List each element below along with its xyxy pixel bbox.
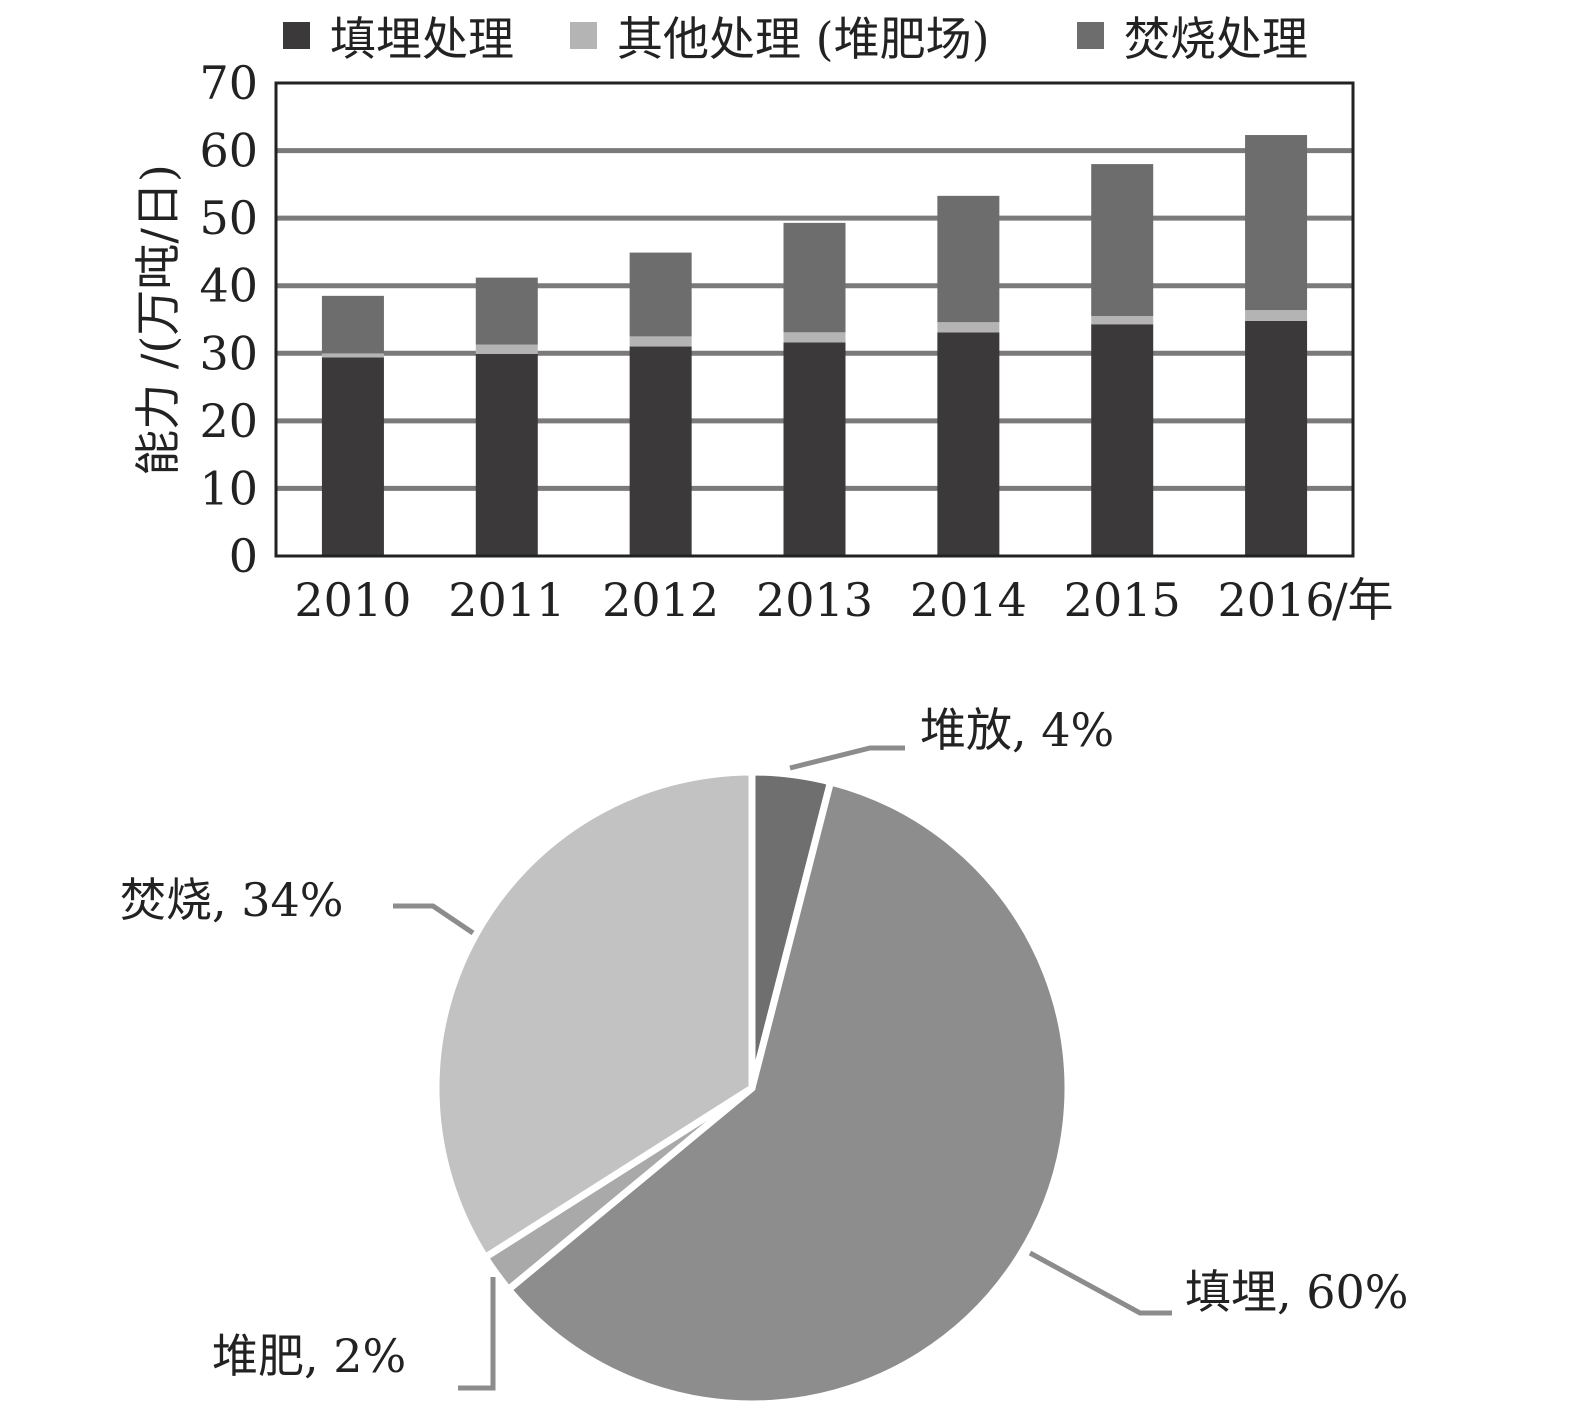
y-tick-label: 60 bbox=[199, 124, 258, 178]
x-tick-label: 2015 bbox=[1064, 573, 1181, 627]
y-tick-label: 40 bbox=[199, 259, 258, 313]
bars bbox=[321, 135, 1308, 556]
x-tick-label: 2010 bbox=[294, 573, 411, 627]
bar-segment-2010-s2 bbox=[321, 295, 384, 354]
pie-label-pile: 堆放, 4% bbox=[920, 703, 1114, 757]
bar-segment-2011-s2 bbox=[475, 277, 538, 345]
pie-label-compost: 堆肥, 2% bbox=[212, 1329, 406, 1383]
legend-label-landfill: 填埋处理 bbox=[330, 12, 514, 66]
leader-line-landfill bbox=[1028, 1250, 1172, 1316]
x-tick-label: 2016 bbox=[1218, 573, 1335, 627]
legend-swatch-incineration bbox=[1077, 22, 1104, 49]
bar-segment-2010-s1 bbox=[321, 353, 384, 358]
y-tick-label: 30 bbox=[199, 326, 258, 380]
y-axis-label: 能力 /(万吨/日) bbox=[131, 164, 185, 476]
bar-segment-2014-s0 bbox=[937, 332, 1000, 556]
pie-chart: 堆放, 4% 填埋, 60% 堆肥, 2% 焚烧, 34% bbox=[120, 703, 1409, 1408]
x-axis-unit-label: /年 bbox=[1332, 573, 1394, 627]
x-tick-label: 2011 bbox=[448, 573, 565, 627]
bar-segment-2016-s1 bbox=[1245, 310, 1308, 321]
x-tick-label: 2012 bbox=[602, 573, 719, 627]
bar-segment-2016-s0 bbox=[1245, 320, 1308, 556]
plot-frame bbox=[274, 81, 1355, 558]
legend-swatch-landfill bbox=[283, 22, 310, 49]
y-tick-label: 70 bbox=[199, 56, 258, 110]
bar-segment-2013-s1 bbox=[783, 332, 846, 343]
y-tick-label: 10 bbox=[199, 461, 258, 515]
bar-segment-2012-s1 bbox=[629, 336, 692, 347]
pie-leader-lines bbox=[393, 745, 1172, 1391]
bar-segment-2015-s2 bbox=[1091, 164, 1154, 317]
bar-segment-2013-s2 bbox=[783, 222, 846, 333]
legend-swatch-other bbox=[570, 22, 597, 49]
bar-segment-2011-s1 bbox=[475, 344, 538, 354]
leader-line-pile bbox=[789, 745, 905, 771]
chart-legend: 填埋处理 其他处理 (堆肥场) 焚烧处理 bbox=[283, 12, 1308, 66]
y-axis-tick-labels: 0 10 20 30 40 50 60 70 bbox=[199, 56, 258, 583]
y-tick-label: 0 bbox=[229, 529, 258, 583]
legend-label-other: 其他处理 (堆肥场) bbox=[617, 12, 990, 66]
x-tick-label: 2014 bbox=[910, 573, 1027, 627]
bar-segment-2014-s1 bbox=[937, 322, 1000, 333]
bar-segment-2014-s2 bbox=[937, 195, 1000, 323]
bar-segment-2015-s1 bbox=[1091, 316, 1154, 325]
bar-segment-2016-s2 bbox=[1245, 135, 1308, 311]
leader-line-compost bbox=[458, 1277, 496, 1391]
bar-segment-2011-s0 bbox=[475, 353, 538, 556]
stacked-bar-chart: 填埋处理 其他处理 (堆肥场) 焚烧处理 0 10 20 30 40 50 60 70 201… bbox=[131, 12, 1394, 627]
bar-segment-2012-s2 bbox=[629, 252, 692, 337]
pie-label-landfill: 填埋, 60% bbox=[1185, 1265, 1409, 1319]
pie-slice-3 bbox=[432, 768, 756, 1261]
y-tick-label: 20 bbox=[199, 394, 258, 448]
bar-segment-2010-s0 bbox=[321, 357, 384, 556]
x-axis-tick-labels: 2010 2011 2012 2013 2014 2015 2016 bbox=[294, 573, 1334, 627]
bar-segment-2013-s0 bbox=[783, 342, 846, 556]
legend-label-incineration: 焚烧处理 bbox=[1124, 12, 1308, 66]
y-tick-label: 50 bbox=[199, 191, 258, 245]
pie-label-incineration: 焚烧, 34% bbox=[120, 873, 344, 927]
x-tick-label: 2013 bbox=[756, 573, 873, 627]
leader-line-incineration bbox=[393, 903, 475, 936]
pie-slice-1 bbox=[505, 778, 1072, 1408]
bar-segment-2015-s0 bbox=[1091, 324, 1154, 556]
bar-segment-2012-s0 bbox=[629, 346, 692, 556]
pie-slices bbox=[432, 768, 1072, 1408]
